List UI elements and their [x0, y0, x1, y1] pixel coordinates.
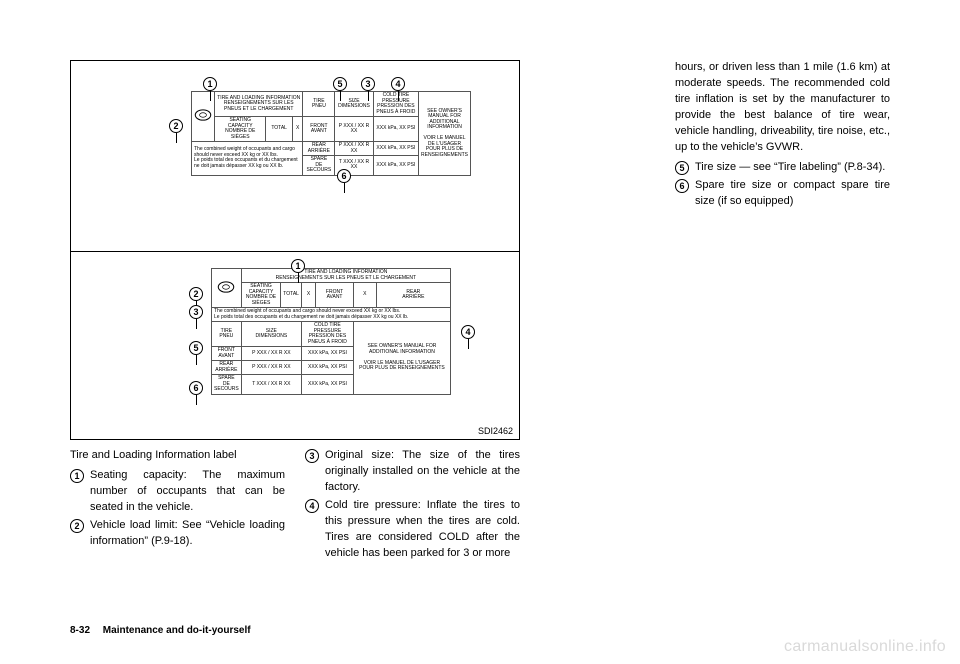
- continuation-text: hours, or driven less than 1 mile (1.6 k…: [675, 60, 890, 156]
- tire-icon: [194, 109, 212, 121]
- list-item-2: 2 Vehicle load limit: See “Vehicle loadi…: [70, 518, 285, 550]
- front-size-b: P XXX / XX R XX: [241, 347, 301, 361]
- front-size: P XXX / XX R XX: [335, 117, 373, 142]
- tire-icon: [217, 281, 235, 293]
- seating-label: SEATING CAPACITY NOMBRE DE SIÈGES: [215, 117, 266, 142]
- rear-b: REAR ARRIÈRE: [376, 283, 450, 308]
- callout-number: 2: [70, 519, 84, 533]
- callout-leader: [176, 133, 177, 143]
- callout-number: 5: [675, 161, 689, 175]
- total-val: X: [292, 117, 303, 142]
- list-text-4: Cold tire pressure: Inflate the tires to…: [325, 498, 520, 562]
- callout-number: 3: [305, 449, 319, 463]
- list-text-2: Vehicle load limit: See “Vehicle loading…: [90, 518, 285, 550]
- rear-row-b: REAR ARRIÈRE: [212, 361, 242, 375]
- callout-leader: [196, 355, 197, 365]
- callout-number: 4: [305, 499, 319, 513]
- spare-label: SPARE DE SECOURS: [303, 156, 335, 176]
- page-number: 8-32: [70, 625, 90, 636]
- figure-code: SDI2462: [478, 426, 513, 436]
- callout-circle: 1: [203, 77, 217, 91]
- callout-circle: 3: [189, 305, 203, 319]
- front-label: FRONT AVANT: [303, 117, 335, 142]
- callout-leader: [210, 91, 211, 101]
- rear-press-b: XXX kPa, XX PSI: [301, 361, 353, 375]
- list-item-1: 1 Seating capacity: The maximum number o…: [70, 468, 285, 516]
- column-middle: 3 Original size: The size of the tires o…: [305, 448, 520, 564]
- list-text-3: Original size: The size of the tires ori…: [325, 448, 520, 496]
- owners-manual-note: SEE OWNER'S MANUAL FOR ADDITIONAL INFORM…: [419, 92, 471, 176]
- front-b: FRONT AVANT: [316, 283, 354, 308]
- list-text-1: Seating capacity: The maximum number of …: [90, 468, 285, 516]
- weight-note-b: The combined weight of occupants and car…: [212, 308, 451, 322]
- front-row-b: FRONT AVANT: [212, 347, 242, 361]
- callout-leader: [196, 319, 197, 329]
- callout-number: 6: [675, 179, 689, 193]
- callout-circle: 2: [169, 119, 183, 133]
- owners-b: SEE OWNER'S MANUAL FOR ADDITIONAL INFORM…: [353, 322, 450, 395]
- list-item-3: 3 Original size: The size of the tires o…: [305, 448, 520, 496]
- front-val-b: X: [353, 283, 376, 308]
- figure-bottom-half: TIRE AND LOADING INFORMATION RENSEIGNEME…: [71, 250, 519, 439]
- callout-leader: [398, 91, 399, 101]
- watermark: carmanualsonline.info: [784, 638, 946, 656]
- list-item-4: 4 Cold tire pressure: Inflate the tires …: [305, 498, 520, 562]
- tire-label-figure: TIRE AND LOADING INFORMATION RENSEIGNEME…: [70, 60, 520, 440]
- placard-header-b: TIRE AND LOADING INFORMATION RENSEIGNEME…: [241, 269, 450, 283]
- col-pressure: COLD TIRE PRESSURE PRESSION DES PNEUS À …: [373, 92, 418, 117]
- manual-page: TIRE AND LOADING INFORMATION RENSEIGNEME…: [70, 60, 890, 620]
- total-val-b: X: [301, 283, 315, 308]
- callout-circle: 4: [391, 77, 405, 91]
- list-text-6: Spare tire size or compact spare tire si…: [695, 178, 890, 210]
- callout-circle: 5: [333, 77, 347, 91]
- rear-size-b: P XXX / XX R XX: [241, 361, 301, 375]
- rear-size: P XXX / XX R XX: [335, 142, 373, 156]
- front-press-b: XXX kPa, XX PSI: [301, 347, 353, 361]
- column-left: Tire and Loading Information label 1 Sea…: [70, 448, 285, 564]
- page-footer: 8-32 Maintenance and do-it-yourself: [70, 625, 251, 636]
- callout-circle: 1: [291, 259, 305, 273]
- weight-note: The combined weight of occupants and car…: [192, 142, 303, 176]
- callout-leader: [340, 91, 341, 101]
- size-col-b: SIZE DIMENSIONS: [241, 322, 301, 347]
- callout-circle: 4: [461, 325, 475, 339]
- total-label: TOTAL: [266, 117, 292, 142]
- callout-circle: 3: [361, 77, 375, 91]
- press-col-b: COLD TIRE PRESSURE PRESSION DES PNEUS À …: [301, 322, 353, 347]
- callout-leader: [468, 339, 469, 349]
- section-title: Maintenance and do-it-yourself: [103, 625, 251, 636]
- placard-header: TIRE AND LOADING INFORMATION RENSEIGNEME…: [215, 92, 303, 117]
- callout-circle: 5: [189, 341, 203, 355]
- callout-circle: 6: [189, 381, 203, 395]
- spare-row-b: SPARE DE SECOURS: [212, 375, 242, 395]
- callout-leader: [344, 183, 345, 193]
- body-columns: Tire and Loading Information label 1 Sea…: [70, 448, 890, 564]
- list-item-6: 6 Spare tire size or compact spare tire …: [675, 178, 890, 210]
- seating-label-b: SEATING CAPACITY NOMBRE DE SIÈGES: [241, 283, 281, 308]
- callout-number: 1: [70, 469, 84, 483]
- placard-bottom: TIRE AND LOADING INFORMATION RENSEIGNEME…: [211, 268, 451, 395]
- figure-top-half: TIRE AND LOADING INFORMATION RENSEIGNEME…: [71, 61, 519, 250]
- tire-col-b: TIRE PNEU: [212, 322, 242, 347]
- spare-size-b: T XXX / XX R XX: [241, 375, 301, 395]
- placard-top: TIRE AND LOADING INFORMATION RENSEIGNEME…: [191, 91, 471, 176]
- col-tire: TIRE PNEU: [303, 92, 335, 117]
- spare-press: XXX kPa, XX PSI: [373, 156, 418, 176]
- list-text-5: Tire size — see “Tire labeling” (P.8-34)…: [695, 160, 890, 176]
- callout-leader: [368, 91, 369, 101]
- callout-circle: 2: [189, 287, 203, 301]
- column-right: hours, or driven less than 1 mile (1.6 k…: [675, 60, 890, 211]
- figure-caption: Tire and Loading Information label: [70, 448, 285, 464]
- front-press: XXX kPa, XX PSI: [373, 117, 418, 142]
- callout-leader: [196, 395, 197, 405]
- callout-leader: [298, 273, 299, 283]
- total-b: TOTAL: [281, 283, 302, 308]
- rear-press: XXX kPa, XX PSI: [373, 142, 418, 156]
- spare-press-b: XXX kPa, XX PSI: [301, 375, 353, 395]
- list-item-5: 5 Tire size — see “Tire labeling” (P.8-3…: [675, 160, 890, 176]
- callout-circle: 6: [337, 169, 351, 183]
- rear-label: REAR ARRIÈRE: [303, 142, 335, 156]
